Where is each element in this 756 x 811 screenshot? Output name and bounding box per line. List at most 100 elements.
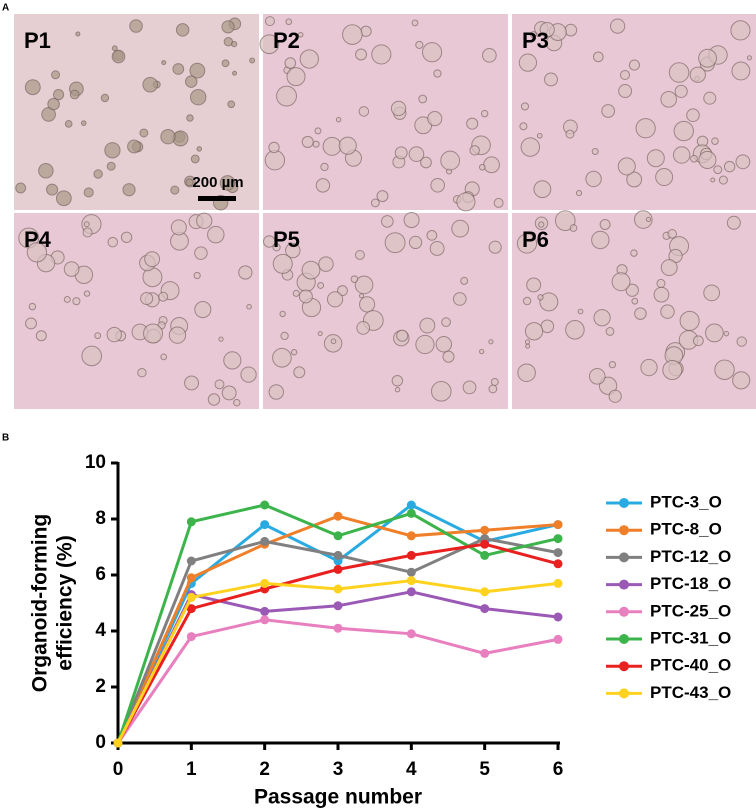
organoid — [608, 360, 617, 369]
organoid — [221, 385, 237, 401]
x-tick-label: 4 — [406, 759, 417, 780]
x-tick-label: 0 — [113, 759, 124, 780]
y-tick-label: 4 — [95, 620, 106, 641]
y-axis-title: Organoid-forming — [29, 514, 52, 692]
organoid — [81, 345, 103, 367]
organoid — [619, 69, 631, 81]
data-point — [260, 536, 270, 546]
organoid — [330, 338, 337, 345]
organoid — [100, 93, 110, 103]
legend-label: PTC-40_O — [650, 656, 731, 675]
organoid — [160, 129, 176, 145]
organoid — [529, 31, 537, 39]
organoid — [394, 386, 401, 393]
data-point — [186, 604, 196, 614]
organoid — [452, 292, 467, 306]
data-point — [333, 531, 343, 541]
organoid — [358, 293, 365, 299]
organoid — [384, 232, 406, 254]
organoid — [299, 49, 319, 69]
organoid — [15, 182, 27, 194]
organoid — [488, 339, 494, 345]
data-point — [186, 573, 196, 583]
organoid — [522, 296, 532, 306]
organoid — [480, 109, 489, 118]
organoid — [168, 326, 187, 344]
organoid — [354, 250, 365, 260]
organoid — [466, 117, 479, 130]
organoid — [293, 366, 306, 379]
y-tick-label: 6 — [95, 564, 106, 585]
data-point — [260, 606, 270, 616]
organoid — [599, 218, 611, 230]
organoid — [298, 289, 313, 304]
organoid — [435, 336, 453, 353]
organoid — [264, 150, 286, 171]
organoid — [674, 84, 688, 98]
series-line — [116, 542, 559, 744]
organoid — [80, 120, 87, 127]
organoid — [196, 212, 213, 229]
organoid — [710, 177, 716, 183]
organoid — [221, 59, 230, 68]
micrographs: P1 P2 P3 P4 P5 P6 200 µm — [14, 14, 756, 409]
organoid — [359, 296, 376, 313]
series-line — [116, 618, 559, 744]
data-point — [480, 550, 490, 560]
organoid — [525, 343, 531, 349]
organoid — [342, 24, 363, 45]
y-tick-label: 0 — [95, 732, 106, 753]
organoid — [280, 331, 289, 341]
organoid — [140, 291, 154, 306]
organoid — [403, 212, 420, 229]
organoid — [63, 261, 80, 277]
organoid — [233, 398, 241, 407]
organoid — [524, 339, 531, 345]
x-axis-title: Passage number — [254, 786, 422, 809]
data-point — [553, 634, 563, 644]
data-point — [186, 517, 196, 527]
organoid — [185, 75, 198, 88]
organoid — [564, 23, 578, 37]
organoid — [538, 221, 545, 228]
organoid — [482, 47, 497, 63]
legend-marker — [619, 688, 629, 699]
organoid — [189, 62, 206, 79]
organoid — [185, 178, 194, 187]
micrograph — [14, 213, 259, 409]
organoid — [129, 19, 143, 33]
organoid — [426, 229, 438, 241]
organoid — [726, 215, 741, 230]
organoid — [137, 368, 147, 378]
organoid — [618, 84, 633, 99]
organoid — [705, 323, 724, 343]
organoid — [263, 235, 276, 248]
organoid — [354, 275, 374, 295]
data-point — [406, 587, 416, 597]
organoid — [358, 106, 370, 117]
legend-marker — [619, 606, 629, 617]
organoid — [193, 271, 201, 280]
organoid — [667, 229, 678, 239]
organoid — [408, 146, 425, 162]
organoid — [292, 289, 300, 297]
data-point — [260, 578, 270, 588]
legend-marker — [619, 498, 629, 508]
organoid — [64, 120, 73, 128]
legend-label: PTC-43_O — [650, 683, 731, 702]
organoid — [625, 283, 639, 297]
panel-label: B — [2, 433, 9, 444]
organoid — [469, 145, 480, 156]
legend-label: PTC-3_O — [650, 492, 722, 511]
data-point — [480, 587, 490, 597]
organoid — [440, 150, 461, 171]
organoid — [317, 282, 325, 289]
legend-marker — [619, 552, 629, 563]
organoid — [223, 351, 242, 370]
organoid — [28, 302, 37, 311]
organoid — [418, 94, 428, 104]
organoid — [645, 216, 652, 223]
organoid — [617, 157, 636, 176]
organoid — [746, 55, 753, 61]
